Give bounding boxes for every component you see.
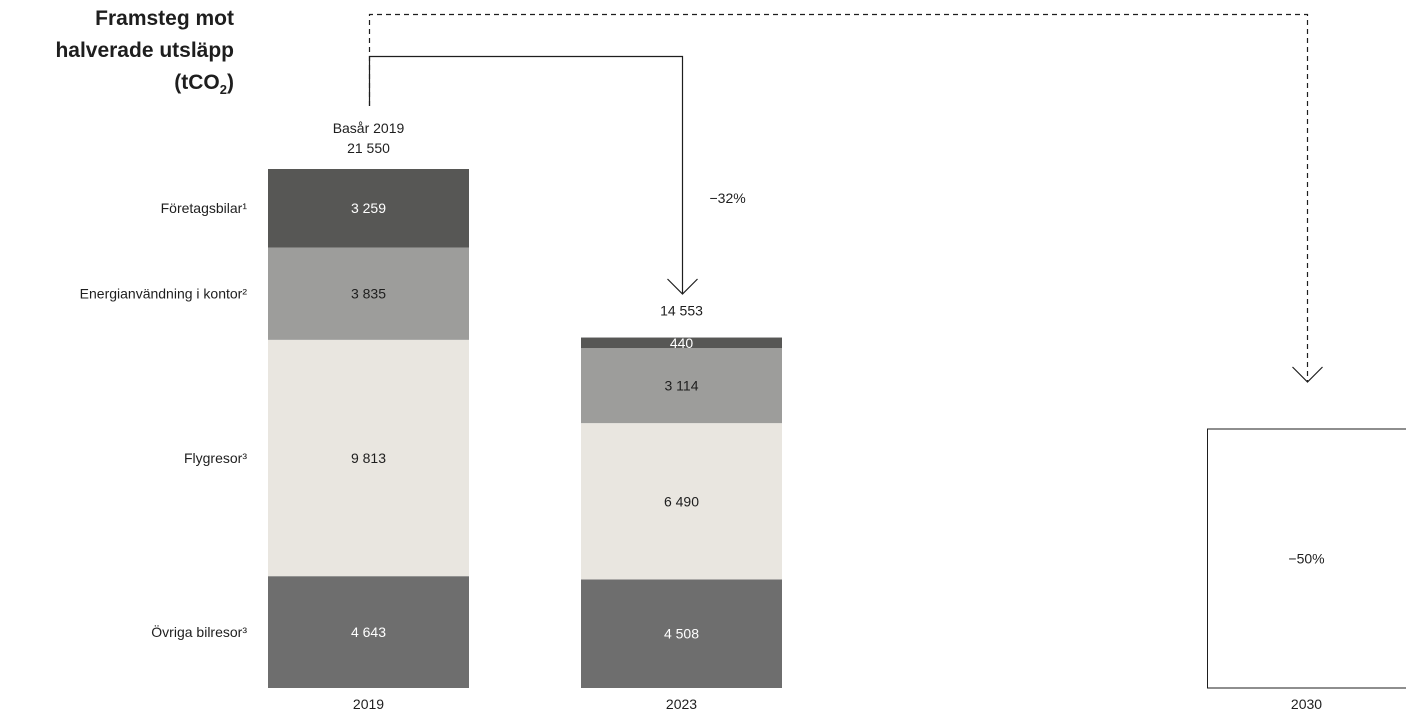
bar-2019-o-vriga-bilresor [268, 576, 469, 688]
data-label-2023-fo-retagsbilar: 440 [670, 335, 694, 351]
chart-title-line-3: (tCO2) [174, 70, 234, 103]
total-label-2023: 14 553 [660, 303, 703, 319]
data-label-2019-fo-retagsbilar: 3 259 [351, 200, 386, 216]
data-label-2019-energianva-ndning-i-kontor: 3 835 [351, 286, 386, 302]
target-label-2030: −50% [1288, 550, 1324, 566]
bar-2023-flygresor [581, 423, 782, 580]
chart-title-unit-close: ) [227, 71, 234, 94]
x-tick-label-2019: 2019 [353, 696, 384, 712]
total-label-2019-line1: Basår 2019 [333, 120, 405, 136]
chart-title-line-1: Framsteg mot [95, 7, 234, 30]
bar-2023-fo-retagsbilar [581, 337, 782, 349]
x-tick-label-2030: 2030 [1291, 696, 1322, 712]
arrow-label-2023: −32% [710, 190, 746, 206]
arrow-2019-to-2030 [368, 13, 1309, 382]
x-tick-label-2023: 2023 [666, 696, 697, 712]
bar-2023-energianva-ndning-i-kontor [581, 348, 782, 424]
chart-title-unit: (tCO [174, 71, 220, 94]
legend-label-energianva-ndning-i-kontor: Energianvändning i kontor² [80, 286, 248, 302]
chart-title-unit-subscript: 2 [219, 82, 227, 98]
arrowhead-2030 [1292, 366, 1323, 383]
bar-2023-o-vriga-bilresor [581, 579, 782, 688]
data-label-2019-o-vriga-bilresor: 4 643 [351, 624, 386, 640]
data-label-2023-o-vriga-bilresor: 4 508 [664, 626, 699, 642]
total-label-2019: 21 550 [347, 140, 390, 156]
data-label-2019-flygresor: 9 813 [351, 450, 386, 466]
bar-2019-energianva-ndning-i-kontor [268, 247, 469, 340]
chart-title-line-2: halverade utsläpp [55, 39, 234, 62]
target-bar-2030 [1207, 428, 1406, 689]
bar-2019-flygresor [268, 339, 469, 577]
data-label-2023-flygresor: 6 490 [664, 493, 699, 509]
data-label-2023-energianva-ndning-i-kontor: 3 114 [665, 378, 699, 394]
legend-label-flygresor: Flygresor³ [184, 450, 247, 466]
legend-label-fo-retagsbilar: Företagsbilar¹ [161, 200, 248, 216]
legend-label-o-vriga-bilresor: Övriga bilresor³ [151, 623, 247, 640]
arrow-2019-to-2023 [368, 55, 684, 294]
arrowhead-2023 [667, 278, 698, 295]
bar-2019-fo-retagsbilar [268, 169, 469, 248]
